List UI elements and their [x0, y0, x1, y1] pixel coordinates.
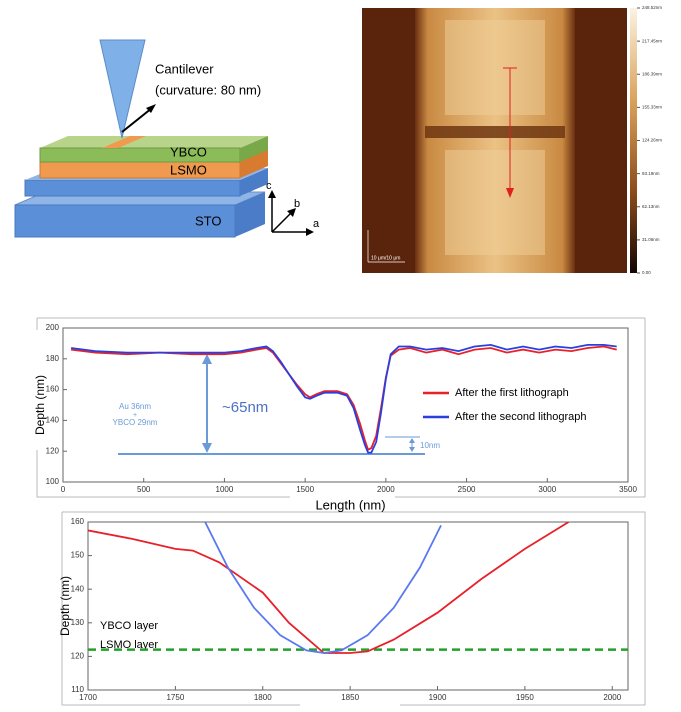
colorbar-label: 62.13nm [642, 204, 660, 209]
colorbar-label: 155.33nm [642, 105, 662, 110]
label: a [313, 218, 320, 230]
y-axis-label: Depth (nm) [58, 576, 72, 636]
label: YBCO [170, 144, 207, 159]
y-tick-label: 140 [46, 416, 60, 425]
figure: Cantilever (curvature: 80 nm) YBCO LSMO … [0, 0, 681, 707]
y-tick-label: 140 [71, 584, 85, 593]
label: LSMO [170, 162, 207, 177]
legend-label: After the second lithograph [455, 411, 586, 423]
x-tick-label: 3500 [619, 485, 637, 494]
label: c [266, 180, 272, 192]
y-tick-label: 150 [71, 551, 85, 560]
x-tick-label: 500 [137, 485, 151, 494]
colorbar-label: 186.39nm [642, 71, 662, 76]
x-tick-label: 2500 [458, 485, 476, 494]
x-tick-label: 1900 [429, 693, 447, 702]
colorbar-label: 124.26nm [642, 138, 662, 143]
colorbar-label: 0.00 [642, 270, 651, 275]
colorbar-label: 217.45nm [642, 38, 662, 43]
annotation: Au 36nm [119, 402, 151, 411]
frame [62, 512, 645, 705]
x-axis-label: Length (nm) [315, 497, 385, 512]
x-tick-label: 1950 [516, 693, 534, 702]
y-tick-label: 160 [71, 517, 85, 526]
y-tick-label: 120 [46, 446, 60, 455]
y-tick-label: 100 [46, 477, 60, 486]
annotation: 10nm [420, 441, 440, 450]
x-tick-label: 3000 [538, 485, 556, 494]
x-tick-label: 1000 [216, 485, 234, 494]
x-tick-label: 1750 [166, 693, 184, 702]
annotation: ~65nm [222, 399, 268, 416]
x-tick-label: 1800 [254, 693, 272, 702]
legend-label: After the first lithograph [455, 387, 569, 399]
label: (curvature: 80 nm) [155, 82, 261, 97]
y-tick-label: 200 [46, 323, 60, 332]
colorbar-label: 31.06nm [642, 237, 660, 242]
schematic: Cantilever (curvature: 80 nm) YBCO LSMO … [15, 40, 320, 237]
annotations: Au 36nm + YBCO 29nm ~65nm 10nm [113, 354, 441, 454]
y-tick-label: 120 [71, 652, 85, 661]
y-tick-label: 160 [46, 385, 60, 394]
label: b [294, 198, 300, 210]
label: Cantilever [155, 61, 214, 76]
series-line [88, 522, 569, 653]
y-tick-label: 110 [71, 685, 84, 694]
colorbar-label: 248.52nm [642, 5, 662, 10]
colorbar [630, 8, 637, 273]
x-tick-label: 1850 [341, 693, 359, 702]
y-axis-label: Depth (nm) [33, 375, 47, 435]
x-tick-label: 0 [61, 485, 66, 494]
x-tick-label: 2000 [603, 693, 621, 702]
afm-image: 10 μm/10 μm [362, 8, 637, 273]
y-tick-label: 130 [71, 618, 85, 627]
annotation: YBCO 29nm [113, 418, 158, 427]
x-tick-label: 1500 [296, 485, 314, 494]
x-tick-label: 1700 [79, 693, 97, 702]
annotation: YBCO layer [100, 620, 158, 632]
x-tick-label: 2000 [377, 485, 395, 494]
scale-bar: 10 μm/10 μm [371, 255, 400, 261]
colorbar-label: 93.19nm [642, 171, 660, 176]
label: STO [195, 213, 222, 228]
y-tick-label: 180 [46, 354, 60, 363]
